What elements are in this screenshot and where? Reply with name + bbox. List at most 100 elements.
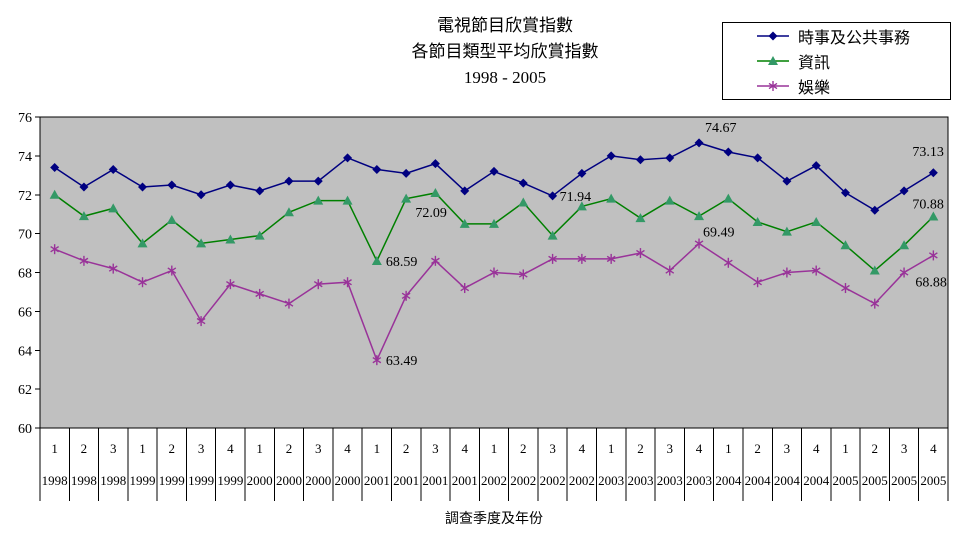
y-axis-tick-label: 74: [18, 150, 32, 165]
data-point-marker-0: [489, 166, 499, 176]
data-label: 69.49: [703, 226, 735, 241]
data-point-marker-1: [137, 238, 148, 248]
data-label: 73.13: [912, 145, 944, 160]
data-point-marker-2: [782, 267, 792, 278]
y-axis-tick-label: 66: [18, 305, 32, 320]
data-point-marker-2: [723, 257, 733, 268]
category-quarter-label: 3: [901, 441, 908, 456]
legend-label-current-affairs: 時事及公共事務: [798, 30, 911, 47]
data-point-marker-1: [371, 256, 382, 266]
data-label: 72.09: [415, 206, 447, 221]
data-point-marker-0: [606, 151, 616, 161]
data-label: 68.88: [915, 275, 947, 290]
y-axis-tick-label: 60: [18, 422, 32, 437]
data-label: 70.88: [912, 198, 944, 213]
data-point-marker-1: [811, 216, 822, 226]
data-point-marker-2: [343, 277, 352, 288]
data-point-marker-1: [225, 234, 236, 244]
legend-item-information: 資訊: [723, 49, 950, 74]
category-quarter-label: 2: [637, 441, 644, 456]
legend-label-entertainment: 娛樂: [798, 80, 831, 97]
data-point-marker-1: [166, 215, 177, 225]
data-point-marker-2: [226, 279, 235, 290]
y-axis-tick-label: 62: [18, 383, 32, 398]
category-quarter-label: 1: [608, 441, 615, 456]
category-quarter-label: 3: [110, 441, 117, 456]
data-point-marker-0: [430, 159, 440, 169]
data-point-marker-0: [753, 153, 763, 163]
category-quarter-label: 3: [784, 441, 791, 456]
legend-label-information: 資訊: [798, 55, 831, 72]
data-point-marker-0: [811, 161, 821, 171]
data-point-marker-1: [752, 216, 763, 226]
category-year-label: 2000: [247, 473, 273, 488]
data-point-marker-0: [372, 164, 382, 174]
data-point-marker-1: [635, 213, 646, 223]
legend-item-current-affairs: 時事及公共事務: [723, 24, 950, 49]
category-quarter-label: 3: [666, 441, 673, 456]
x-axis-title: 調查季度及年份: [445, 512, 543, 527]
data-point-marker-1: [430, 188, 441, 198]
data-point-marker-1: [840, 240, 851, 250]
category-year-label: 2004: [715, 473, 742, 488]
category-quarter-label: 1: [256, 441, 263, 456]
category-quarter-label: 4: [579, 441, 586, 456]
data-point-marker-0: [665, 153, 675, 163]
data-point-marker-0: [782, 176, 792, 186]
data-label: 68.59: [386, 255, 418, 270]
data-point-marker-1: [313, 195, 324, 205]
data-point-marker-2: [548, 253, 557, 264]
data-point-marker-2: [899, 267, 909, 278]
category-year-label: 2001: [452, 473, 478, 488]
data-point-marker-1: [401, 193, 412, 203]
category-quarter-label: 2: [403, 441, 410, 456]
category-year-label: 1998: [71, 473, 97, 488]
data-point-marker-2: [284, 298, 294, 309]
data-point-marker-1: [781, 226, 792, 236]
y-axis-tick-label: 76: [18, 111, 32, 126]
category-quarter-label: 2: [169, 441, 176, 456]
data-point-marker-1: [196, 238, 207, 248]
data-point-marker-2: [108, 263, 118, 274]
data-point-marker-0: [548, 191, 558, 201]
category-quarter-label: 4: [461, 441, 468, 456]
data-point-marker-2: [577, 253, 587, 264]
category-year-label: 2001: [364, 473, 390, 488]
category-year-label: 2003: [657, 473, 683, 488]
data-point-marker-1: [547, 230, 558, 240]
data-point-marker-2: [518, 269, 528, 280]
category-quarter-label: 2: [286, 441, 293, 456]
category-year-label: 1999: [217, 473, 243, 488]
data-point-marker-2: [694, 238, 704, 249]
category-year-label: 1999: [130, 473, 156, 488]
legend-marker-triangle-icon: [757, 56, 789, 65]
data-point-marker-1: [869, 265, 880, 275]
y-axis-tick-label: 72: [18, 189, 32, 204]
data-point-marker-2: [167, 265, 177, 276]
data-label: 74.67: [705, 121, 737, 136]
data-point-marker-2: [811, 265, 821, 276]
category-year-label: 2003: [627, 473, 653, 488]
data-point-marker-2: [606, 253, 616, 264]
data-point-marker-0: [401, 168, 411, 178]
category-quarter-label: 1: [139, 441, 146, 456]
data-point-marker-1: [283, 207, 294, 217]
data-point-marker-1: [576, 201, 587, 211]
category-quarter-label: 4: [930, 441, 937, 456]
data-point-marker-1: [899, 240, 910, 250]
category-year-label: 2004: [803, 473, 830, 488]
data-point-marker-0: [255, 186, 265, 196]
y-axis-tick-label: 64: [18, 344, 32, 359]
category-year-label: 2002: [540, 473, 566, 488]
data-point-marker-0: [694, 138, 704, 148]
data-point-marker-2: [665, 265, 675, 276]
category-quarter-label: 3: [315, 441, 322, 456]
data-point-marker-0: [840, 188, 850, 198]
category-year-label: 2005: [920, 473, 946, 488]
data-point-marker-2: [489, 267, 499, 278]
chart-title: 電視節目欣賞指數 各節目類型平均欣賞指數 1998 - 2005: [180, 13, 830, 91]
category-year-label: 2003: [598, 473, 624, 488]
data-point-marker-0: [870, 205, 880, 215]
data-point-marker-2: [870, 298, 880, 309]
